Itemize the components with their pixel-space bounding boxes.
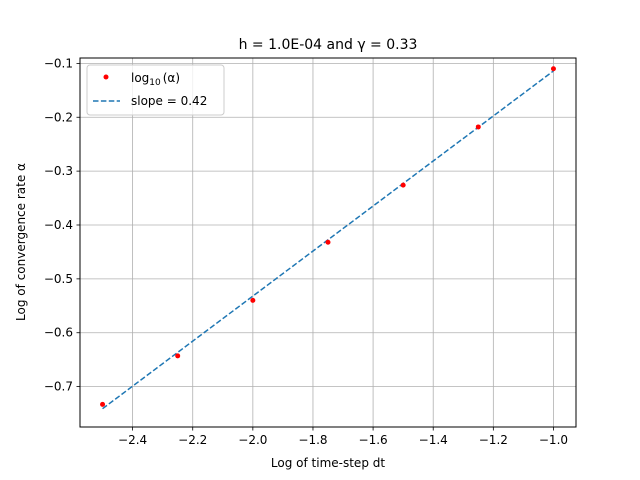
y-tick-label: −0.1 bbox=[44, 56, 73, 70]
y-axis-label: Log of convergence rate α bbox=[14, 163, 28, 321]
y-tick-label: −0.4 bbox=[44, 218, 73, 232]
data-point bbox=[475, 124, 481, 130]
legend: log10 (α) slope = 0.42 bbox=[86, 64, 225, 116]
x-tick-label: −1.2 bbox=[479, 433, 508, 447]
data-point bbox=[100, 401, 106, 407]
x-tick-label: −2.4 bbox=[118, 433, 147, 447]
grid bbox=[80, 58, 576, 427]
y-tick-label: −0.7 bbox=[44, 380, 73, 394]
x-tick-label: −1.4 bbox=[419, 433, 448, 447]
y-tick-label: −0.2 bbox=[44, 110, 73, 124]
y-tick-label: −0.6 bbox=[44, 326, 73, 340]
x-axis-label: Log of time-step dt bbox=[271, 456, 385, 470]
plot-series bbox=[100, 66, 556, 410]
data-point bbox=[550, 66, 556, 72]
data-point bbox=[325, 239, 331, 245]
axis-ticks: −2.4 −2.2 −2.0 −1.8 −1.6 −1.4 −1.2 −1.0 −0.7 −0.6… bbox=[44, 56, 568, 447]
x-tick-label: −2.2 bbox=[178, 433, 207, 447]
x-tick-label: −1.0 bbox=[539, 433, 568, 447]
data-point bbox=[250, 297, 256, 303]
y-tick-label: −0.3 bbox=[44, 164, 73, 178]
legend-entry-points: log10 (α) bbox=[131, 71, 180, 88]
data-point bbox=[175, 353, 181, 359]
legend-entry-line: slope = 0.42 bbox=[131, 94, 207, 108]
x-tick-label: −1.8 bbox=[298, 433, 327, 447]
data-point bbox=[400, 182, 406, 188]
x-tick-label: −2.0 bbox=[238, 433, 267, 447]
legend-marker-points bbox=[103, 74, 109, 80]
legend-box bbox=[86, 64, 225, 116]
y-tick-label: −0.5 bbox=[44, 272, 73, 286]
x-tick-label: −1.6 bbox=[359, 433, 388, 447]
chart-title: h = 1.0E-04 and γ = 0.33 bbox=[239, 37, 418, 53]
plot-frame bbox=[79, 57, 577, 428]
